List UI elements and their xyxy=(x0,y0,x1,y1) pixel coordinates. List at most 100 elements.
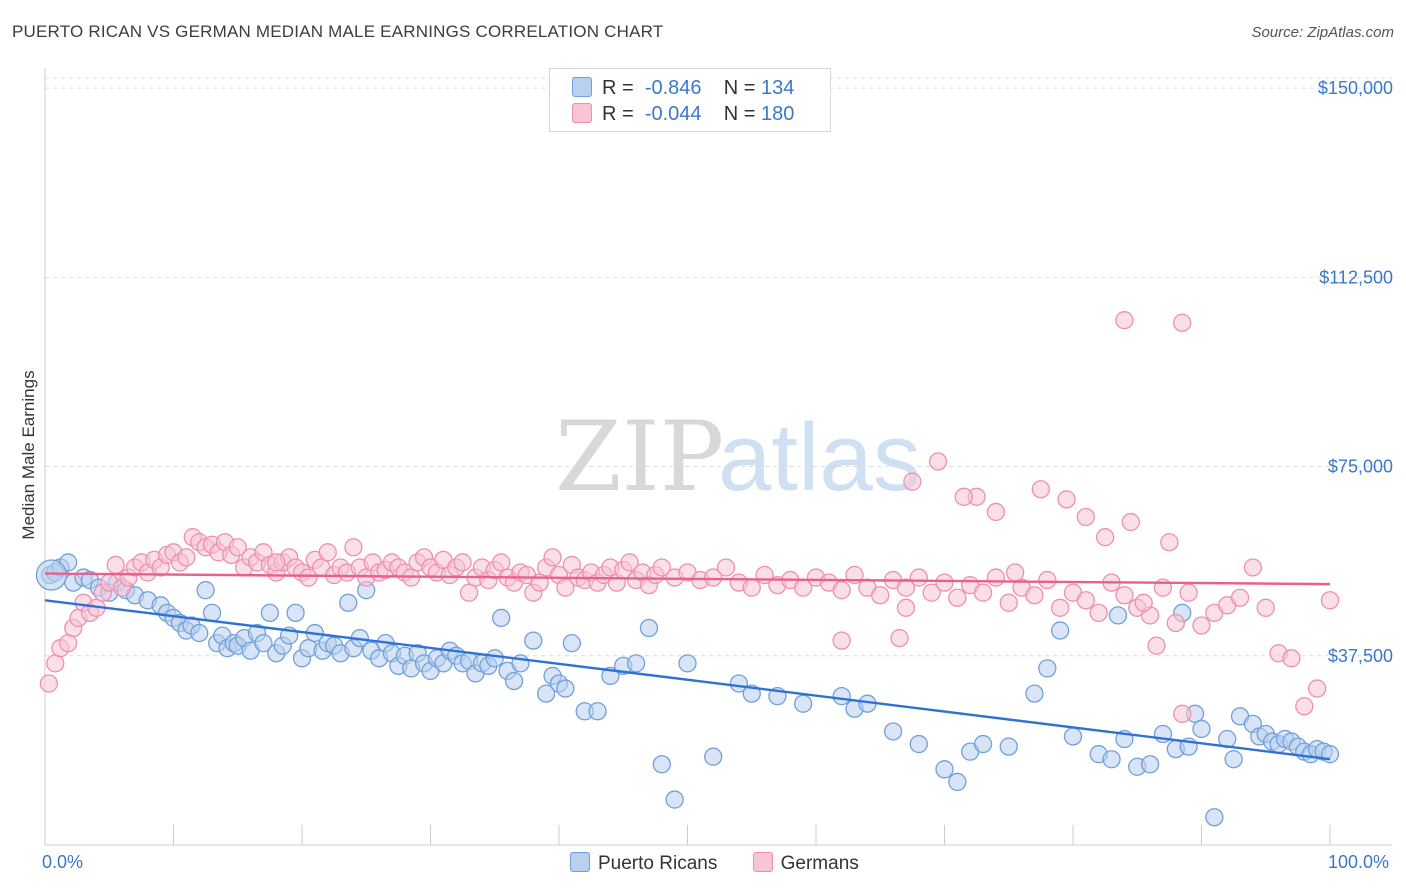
data-point xyxy=(46,654,65,673)
data-point xyxy=(1076,591,1095,610)
bottom-legend-label: Puerto Ricans xyxy=(598,853,718,874)
data-point xyxy=(562,634,581,653)
data-point xyxy=(832,631,851,650)
data-point xyxy=(716,558,736,577)
data-point xyxy=(1095,528,1115,547)
data-point xyxy=(286,603,305,623)
legend-r-label: R = xyxy=(602,77,634,99)
data-point xyxy=(267,553,286,572)
bottom-legend-swatch-puerto-ricans xyxy=(570,852,590,872)
data-point xyxy=(485,649,504,668)
chart-title: PUERTO RICAN VS GERMAN MEDIAN MALE EARNI… xyxy=(12,22,664,41)
data-point xyxy=(1089,603,1108,623)
data-point xyxy=(832,581,851,600)
data-point xyxy=(1179,583,1198,602)
bottom-legend-item-puerto-ricans: Puerto Ricans xyxy=(570,852,717,875)
data-point-cluster xyxy=(35,559,68,591)
data-point xyxy=(928,452,948,471)
trend-line-germans xyxy=(44,572,1331,586)
legend-n-value: 180 xyxy=(761,103,795,125)
legend-r-value: -0.044 xyxy=(644,103,702,125)
data-point xyxy=(871,586,890,605)
y-tick-label: $37,500 xyxy=(1328,646,1393,666)
data-point xyxy=(190,623,209,643)
legend-n-value: 134 xyxy=(761,77,795,99)
data-point xyxy=(678,654,697,673)
data-point xyxy=(704,747,723,766)
data-point xyxy=(254,634,273,653)
data-point xyxy=(1038,570,1057,590)
y-tick-label: $150,000 xyxy=(1318,78,1393,98)
legend-r-value: -0.846 xyxy=(644,77,702,99)
data-point xyxy=(909,568,928,587)
legend-n-label: N = xyxy=(723,103,756,125)
data-point xyxy=(543,548,562,567)
axes xyxy=(44,68,1392,846)
data-point xyxy=(1115,586,1134,605)
data-point xyxy=(652,558,671,577)
data-point xyxy=(999,737,1018,756)
data-point xyxy=(39,674,59,693)
data-point xyxy=(1166,613,1185,633)
data-point xyxy=(704,568,723,587)
data-point xyxy=(1320,745,1340,764)
data-point xyxy=(1320,591,1340,610)
data-point xyxy=(935,760,954,779)
data-point xyxy=(1051,621,1070,640)
series-germans xyxy=(39,311,1340,723)
data-point xyxy=(1057,490,1076,509)
data-point xyxy=(1173,313,1192,332)
legend-row-puerto-ricans: R = -0.846 N = 134 xyxy=(572,77,794,99)
legend-r-label: R = xyxy=(602,103,634,125)
legend-n-label: N = xyxy=(723,77,756,99)
data-point xyxy=(1160,533,1179,552)
data-point xyxy=(492,553,511,572)
data-point xyxy=(999,593,1018,612)
data-point xyxy=(537,684,556,703)
data-point xyxy=(344,538,363,557)
data-point xyxy=(665,790,684,809)
data-point xyxy=(202,603,222,623)
x-tick-label-max: 100.0% xyxy=(1328,852,1390,872)
series-layer xyxy=(35,311,1340,827)
data-point xyxy=(1140,755,1160,774)
data-point xyxy=(973,734,993,754)
data-point xyxy=(986,502,1006,522)
data-point xyxy=(1115,311,1134,330)
data-point xyxy=(1108,606,1128,625)
data-point xyxy=(1192,719,1211,739)
bottom-legend-item-germans: Germans xyxy=(752,852,859,875)
data-point xyxy=(1121,512,1140,532)
data-point xyxy=(903,472,922,491)
data-point xyxy=(1076,507,1095,527)
bottom-legend: Puerto Ricans Germans xyxy=(570,852,889,875)
data-point xyxy=(1224,750,1243,769)
data-point xyxy=(883,722,903,741)
source-credit: Source: ZipAtlas.com xyxy=(1251,24,1394,41)
x-tick-label-min: 0.0% xyxy=(42,852,84,872)
data-point xyxy=(318,543,337,562)
legend: R = -0.846 N = 134 R = -0.044 N = 180 xyxy=(549,68,831,132)
data-point xyxy=(524,631,543,650)
watermark-zip: ZIP xyxy=(555,401,724,513)
data-point xyxy=(1173,704,1192,723)
data-point xyxy=(106,555,125,575)
data-point xyxy=(58,634,78,653)
data-point xyxy=(1295,697,1314,716)
data-point xyxy=(890,628,909,648)
data-point xyxy=(177,548,196,567)
data-point xyxy=(620,553,639,572)
watermark-atlas: atlas xyxy=(718,404,921,511)
data-point xyxy=(1051,598,1070,617)
data-point xyxy=(504,671,524,691)
data-point xyxy=(652,755,671,774)
data-point xyxy=(909,734,928,754)
data-point xyxy=(1243,558,1263,577)
data-point xyxy=(1230,588,1250,607)
data-point xyxy=(556,578,575,597)
data-point xyxy=(922,583,941,602)
y-tick-labels: $37,500 $75,000 $112,500 $150,000 xyxy=(1318,78,1393,666)
data-point xyxy=(588,702,607,721)
data-point xyxy=(1308,679,1327,698)
